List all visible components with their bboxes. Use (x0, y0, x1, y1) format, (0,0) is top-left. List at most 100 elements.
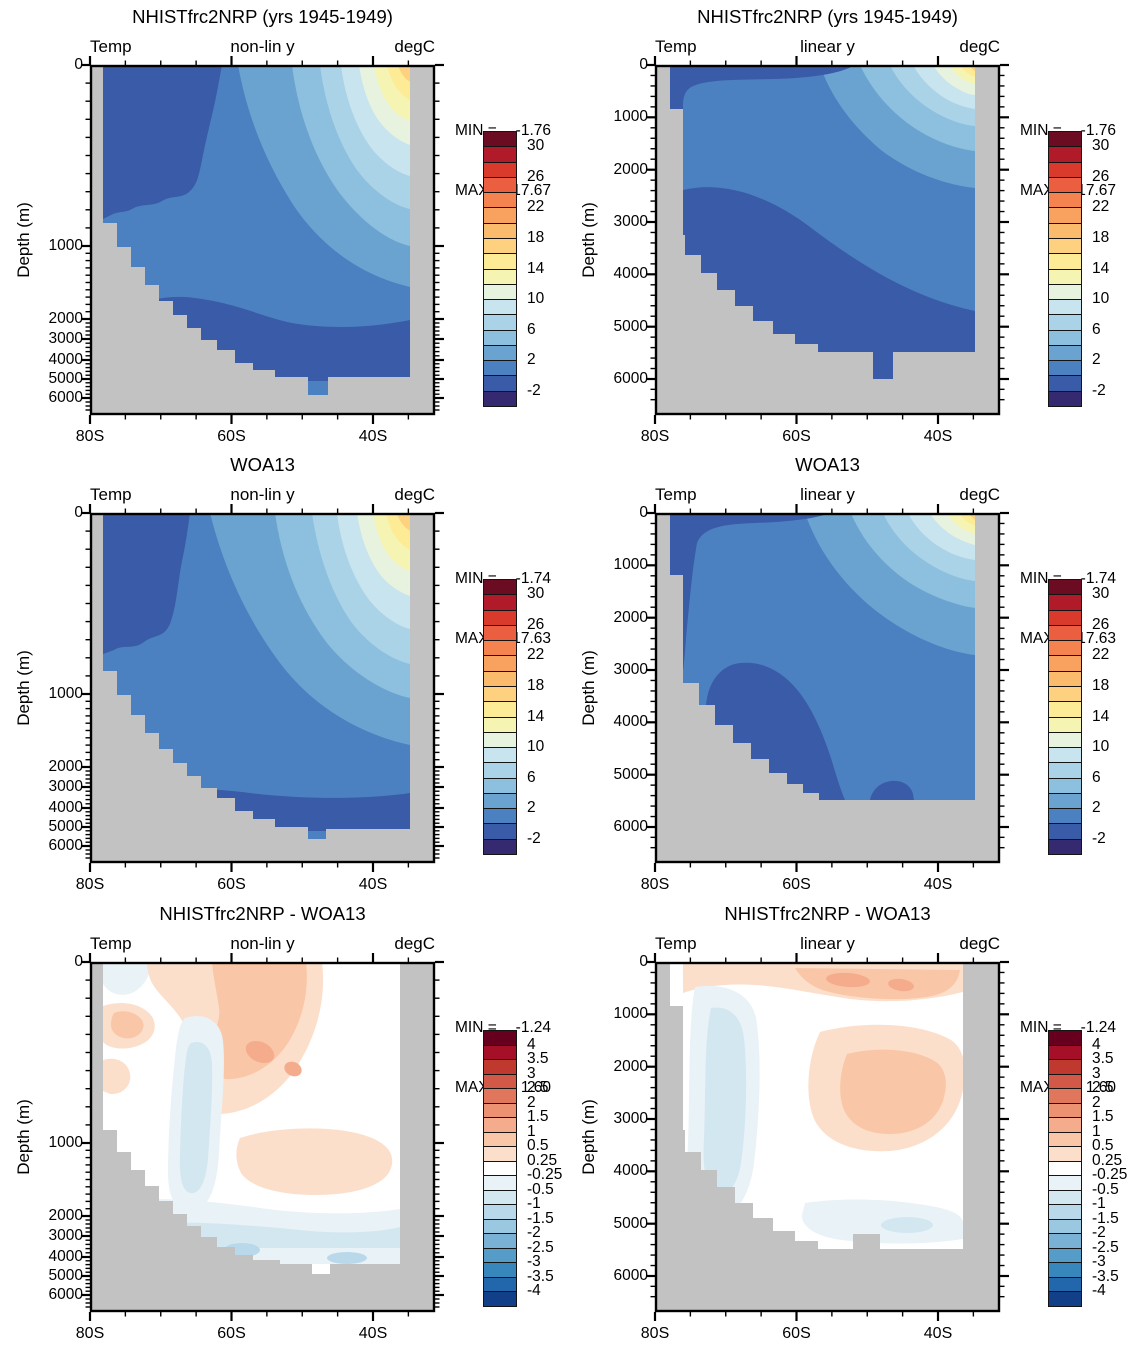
colorbar-tick-label: 4 (1092, 1035, 1101, 1053)
min-max-stats: MIN = -1.76 MAX = 17.67 (1020, 81, 1116, 241)
colorbar-swatch (483, 640, 517, 657)
max-value: 17.67 (1077, 182, 1116, 199)
panel-title: WOA13 (230, 454, 295, 475)
axis-tick-label: 4000 (613, 713, 648, 730)
variable-label: Temp (90, 485, 132, 504)
colorbar-swatch (483, 146, 517, 163)
panel-subtitle-row: Temp linear y degC (655, 934, 1000, 956)
colorbar-swatch (1048, 609, 1082, 627)
axis-tick-label: 60S (782, 1325, 811, 1342)
colorbar-tick-label: 14 (527, 259, 545, 277)
colorbar-tick-label: 2 (1092, 351, 1101, 369)
colorbar-swatch (1048, 207, 1082, 224)
colorbar-swatch (1048, 716, 1082, 733)
axis-tick-label: 0 (74, 953, 83, 970)
colorbar-swatch (483, 670, 517, 688)
colorbar-swatch (1048, 640, 1082, 657)
axis-tick-label: 6000 (48, 837, 83, 854)
colorbar-swatch (1048, 161, 1082, 179)
colorbar-swatch (1048, 1189, 1082, 1206)
x-axis-tick-labels: 80S 60S 40S (641, 876, 1000, 896)
colorbar-swatch (483, 390, 517, 408)
x-axis-tick-labels: 80S 60S 40S (76, 428, 435, 448)
colorbar-swatch (483, 1233, 517, 1250)
contour-plot (81, 504, 444, 872)
axis-tick-label: 4000 (48, 799, 83, 816)
colorbar-swatch (483, 823, 517, 840)
units-label: degC (394, 934, 435, 953)
colorbar-swatch (1048, 701, 1082, 718)
colorbar-swatch (1048, 670, 1082, 688)
colorbar-tick-label: -2.5 (1092, 1238, 1119, 1256)
axis-tick-label: 3000 (48, 330, 83, 347)
colorbar-swatch (1048, 375, 1082, 392)
colorbar-swatch (483, 131, 517, 148)
colorbar-swatch (1048, 685, 1082, 703)
colorbar-swatch (483, 268, 517, 285)
x-axis-tick-labels: 80S 60S 40S (641, 1325, 1000, 1345)
min-max-stats: MIN = -1.24 MAX = 1.60 (1020, 978, 1116, 1138)
colorbar-tick-label: 2.5 (1092, 1079, 1114, 1097)
y-scale-label: non-lin y (230, 37, 295, 56)
colorbar-tick-label: 6 (527, 320, 536, 338)
colorbar-tick-label: 18 (1092, 676, 1110, 694)
min-value: -1.74 (515, 570, 551, 587)
panel-subtitle-row: Temp linear y degC (655, 485, 1000, 507)
colorbar-swatch (1048, 192, 1082, 209)
axis-ticks (81, 56, 444, 424)
min-max-stats: MIN = -1.24 MAX = 1.60 (455, 978, 551, 1138)
panel-title: NHISTfrc2NRP (yrs 1945-1949) (132, 6, 393, 27)
axis-tick-label: 6000 (48, 389, 83, 406)
colorbar-tick-label: -0.25 (1092, 1166, 1128, 1184)
colorbar-tick-label: 22 (527, 198, 545, 216)
colorbar-tick-label: 14 (1092, 707, 1110, 725)
max-label: MAX = (1020, 630, 1067, 647)
axis-tick-label: 2000 (48, 1207, 83, 1224)
axis-tick-label: 3000 (613, 1110, 648, 1127)
colorbar-tick-label: 0.25 (527, 1151, 558, 1169)
contour-plot (81, 56, 444, 424)
colorbar-tick-label: -3 (527, 1253, 541, 1271)
colorbar-swatch (483, 1189, 517, 1206)
colorbar-tick-label: 22 (1092, 646, 1110, 664)
axis-tick-label: 5000 (48, 1267, 83, 1284)
colorbar-tick-label: 26 (527, 615, 545, 633)
colorbar-tick-label: -1.5 (1092, 1209, 1119, 1227)
axis-tick-label: 80S (75, 876, 105, 893)
units-label: degC (394, 485, 435, 504)
colorbar-swatch (483, 838, 517, 856)
colorbar-swatch (483, 808, 517, 825)
colorbar-swatch (483, 1088, 517, 1104)
axis-tick-label: 1000 (613, 556, 648, 573)
colorbar-swatch (483, 655, 517, 672)
colorbar-swatch (483, 1204, 517, 1221)
colorbar-diff: 4 3.5 3 2.5 2 1.5 1 0.5 0.25 -0.25 -0.5 -1 -1.5 -2 -2.… (483, 1030, 562, 1308)
panel-subtitle-row: Temp non-lin y degC (90, 485, 435, 507)
colorbar-swatch (483, 314, 517, 331)
colorbar-swatch (1048, 1233, 1082, 1250)
axis-tick-label: 3000 (613, 213, 648, 230)
contour-plot (646, 953, 1009, 1321)
colorbar-swatch (483, 685, 517, 703)
colorbar-swatch (1048, 390, 1082, 408)
colorbar-tick-label: -0.5 (1092, 1180, 1119, 1198)
colorbar-swatch (483, 1291, 517, 1308)
axis-tick-label: 4000 (613, 1162, 648, 1179)
colorbar-swatch (1048, 1102, 1082, 1119)
units-label: degC (959, 37, 1000, 56)
colorbar-swatch (1048, 1218, 1082, 1235)
colorbar-swatch (1048, 777, 1082, 795)
colorbar-swatch (1048, 253, 1082, 270)
axis-tick-label: 4000 (48, 1248, 83, 1265)
colorbar-swatch (1048, 747, 1082, 764)
colorbar-swatch (483, 176, 517, 194)
colorbar-tick-label: 30 (1092, 585, 1110, 603)
max-label: MAX = (455, 182, 502, 199)
max-value: 17.63 (512, 630, 551, 647)
colorbar-swatch (483, 161, 517, 179)
colorbar-tick-label: 22 (1092, 198, 1110, 216)
colorbar-tick-label: -2 (1092, 381, 1106, 399)
y-axis-tick-labels: 0 1000 2000 3000 4000 5000 6000 (593, 953, 648, 1312)
axis-tick-label: 80S (640, 876, 670, 893)
